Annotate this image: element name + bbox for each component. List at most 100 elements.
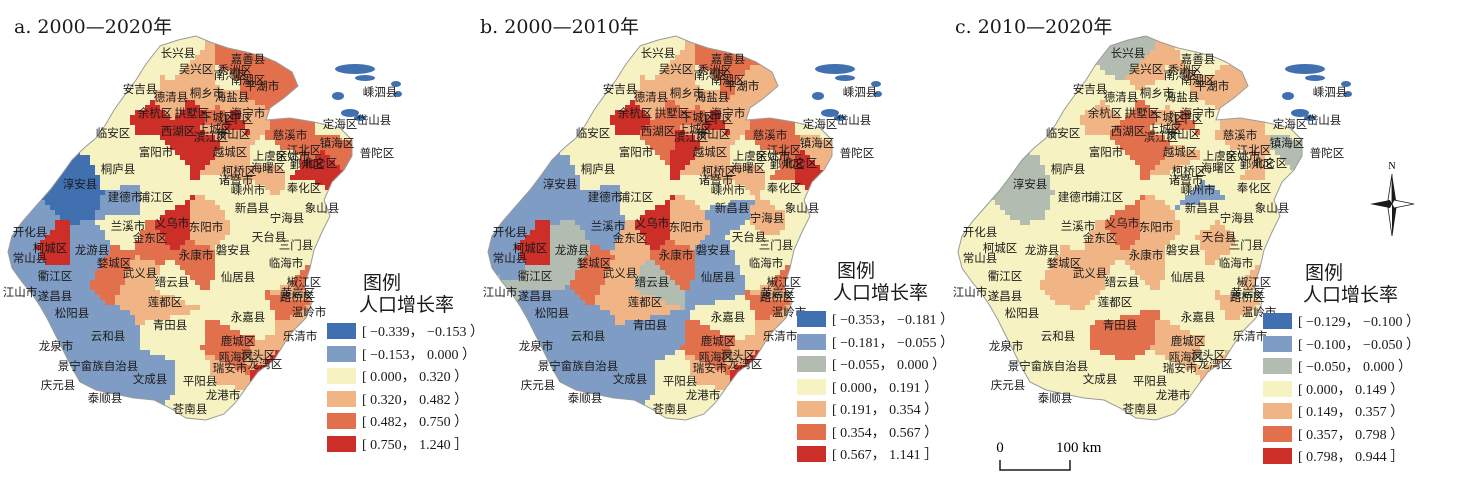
county-label: 秀洲区: [1168, 63, 1203, 77]
county-label: 瑞安市: [213, 361, 248, 375]
legend-range-label: [ 0.750， 1.240 ］: [362, 437, 469, 453]
county-label: 柯桥区: [222, 164, 257, 178]
county-label: 安吉县: [123, 82, 158, 96]
county-label: 鹿城区: [701, 334, 736, 348]
county-label: 开化县: [963, 225, 998, 239]
county-label: 乐清市: [763, 329, 798, 343]
county-label: 北仑区: [783, 156, 818, 170]
island-shape: [355, 75, 375, 81]
county-label: 富阳市: [1089, 145, 1124, 159]
county-label: 浦江区: [1089, 190, 1124, 204]
county-label: 上虞区: [253, 149, 288, 163]
county-label: 嵊州市: [1181, 183, 1216, 197]
county-label: 武义县: [123, 266, 158, 280]
county-label: 永康市: [1129, 248, 1164, 262]
county-label: 建德市: [1058, 190, 1093, 204]
map-panel-b: b. 2000—2010年 长兴县 嘉善县 吴兴区 南浔区 秀洲区 安吉县 南湖区 海盐县 德清…: [480, 0, 970, 497]
county-label: 仙居县: [221, 270, 256, 284]
legend-rows: [ −0.353， −0.181 ） [ −0.181， −0.055 ） [ −0…: [797, 308, 954, 466]
county-label: 云和县: [91, 329, 126, 343]
county-label: 金东区: [133, 231, 168, 245]
legend-range-label: [ 0.000， 0.320 ）: [362, 370, 469, 386]
county-label: 越城区: [693, 145, 728, 159]
legend-item: [ −0.100， −0.050 ）: [1263, 333, 1420, 356]
county-label: 景宁畲族自治县: [58, 359, 139, 373]
county-label: 平阳县: [663, 374, 698, 388]
scale-end: 100 km: [1056, 440, 1102, 456]
county-label: 临安区: [96, 126, 131, 140]
county-label: 嘉善县: [1181, 52, 1216, 66]
county-label: 龙湾区: [1198, 357, 1233, 371]
county-label: 龙泉市: [989, 339, 1024, 353]
county-label: 越城区: [213, 145, 248, 159]
legend-range-label: [ 0.354， 0.567 ）: [832, 425, 939, 441]
county-label: 椒江区: [1237, 275, 1272, 289]
county-label: 遂昌县: [988, 289, 1023, 303]
county-label: 江北区: [1237, 143, 1272, 157]
county-label: 永康市: [659, 248, 694, 262]
county-label: 路桥区: [760, 290, 795, 304]
island-shape: [1304, 115, 1316, 121]
county-label: 诸暨市: [699, 173, 734, 187]
map-panel-a: a. 2000—2020年 长兴县 嘉善县 吴兴区 南浔区 秀洲区 安吉县 南湖区 海盐县 德清…: [0, 0, 490, 497]
county-label: 秀洲区: [698, 63, 733, 77]
county-label: 吴兴区: [659, 62, 694, 76]
county-label: 新昌县: [715, 201, 750, 215]
county-label: 东阳市: [1139, 220, 1174, 234]
county-label: 柯城区: [513, 241, 548, 255]
county-label: 瓯海区: [699, 350, 734, 364]
province-outline: [487, 35, 833, 421]
choropleth-map-c: 长兴县 嘉善县吴兴区 南浔区秀洲区安吉县南湖区海盐县德清县 桐乡市 平湖市余杭区 拱墅区海…: [953, 35, 1352, 421]
legend-range-label: [ 0.149， 0.357 ）: [1298, 405, 1405, 421]
county-label: 浦江区: [619, 190, 654, 204]
county-label: 乐清市: [1233, 329, 1268, 343]
legend-subtitle: 人口增长率: [1303, 284, 1399, 306]
county-label: 桐庐县: [1051, 162, 1086, 176]
north-label: N: [1388, 161, 1395, 172]
county-label: 开化县: [13, 225, 48, 239]
county-label: 象山县: [785, 201, 820, 215]
county-label: 泰顺县: [568, 391, 603, 405]
county-label: 温岭市: [292, 305, 327, 319]
legend-range-label: [ −0.353， −0.181 ）: [832, 313, 954, 329]
legend-swatch: [327, 345, 356, 362]
legend-rows: [ −0.339， −0.153 ） [ −0.153， 0.000 ） [ 0.0…: [327, 320, 484, 455]
legend-range-label: [ 0.320， 0.482 ）: [362, 392, 469, 408]
county-label: 柯桥区: [702, 164, 737, 178]
island-shape: [835, 75, 855, 81]
county-label: 嵊州市: [231, 183, 266, 197]
county-label: 临海市: [749, 256, 784, 270]
county-label: 柯城区: [983, 241, 1018, 255]
legend-subtitle: 人口增长率: [833, 282, 929, 304]
legend-swatch: [327, 413, 356, 430]
county-label: 鄞州区: [1240, 157, 1275, 171]
county-label: 淳安县: [63, 177, 98, 191]
county-label: 西湖区: [161, 124, 196, 138]
island-shape: [1341, 81, 1351, 87]
legend-range-label: [ −0.050， 0.000 ）: [1298, 360, 1413, 376]
county-label: 诸暨市: [219, 173, 254, 187]
island-shape: [815, 64, 855, 74]
county-label: 南湖区: [711, 73, 746, 87]
county-label: 莲都区: [628, 295, 663, 309]
county-label: 海宁市: [711, 106, 746, 120]
county-label: 余姚市: [1226, 149, 1261, 163]
legend-item: [ −0.055， 0.000 ）: [797, 353, 954, 376]
county-label: 普陀区: [840, 146, 875, 160]
province-outline: [957, 35, 1303, 421]
county-label: 青田县: [1103, 318, 1138, 332]
legend-swatch: [797, 378, 826, 395]
island-shape: [874, 91, 882, 97]
county-label: 滨江区: [1144, 130, 1179, 144]
county-label: 安吉县: [603, 82, 638, 96]
county-label: 越城区: [1163, 145, 1198, 159]
county-label: 长兴县: [641, 46, 676, 60]
county-label: 苍南县: [173, 402, 208, 416]
island-shape: [1344, 91, 1352, 97]
county-label: 拱墅区: [1125, 106, 1160, 120]
county-label: 青田县: [633, 318, 668, 332]
county-label: 下城区: [1151, 110, 1186, 124]
legend-item: [ −0.153， 0.000 ）: [327, 343, 484, 366]
legend-item: [ 0.357， 0.798 ）: [1263, 423, 1420, 446]
county-label: 平湖市: [1195, 79, 1230, 93]
